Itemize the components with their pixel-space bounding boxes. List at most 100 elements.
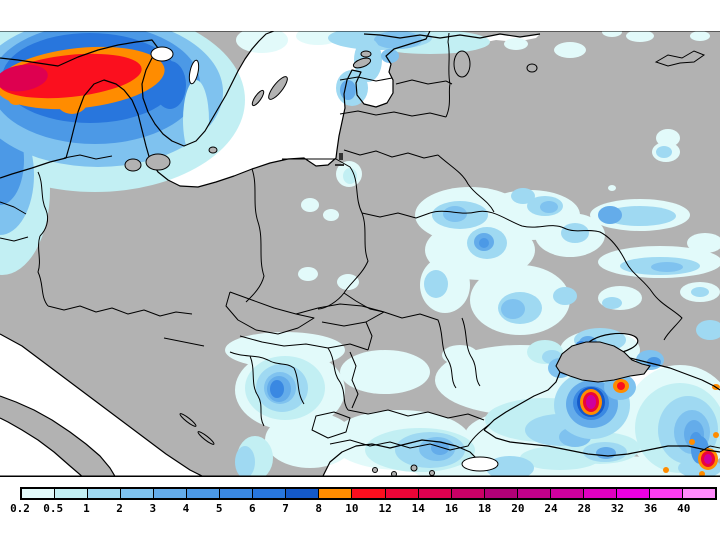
legend-cell-7 xyxy=(285,489,319,498)
lake-peipus xyxy=(453,50,471,78)
legend-label-28: 28 xyxy=(577,502,591,515)
legend-cell-36 xyxy=(648,489,682,498)
precip-region-54 xyxy=(656,146,672,158)
precip-region-132 xyxy=(663,467,669,473)
island-bornholm xyxy=(208,146,218,154)
legend-cell-5 xyxy=(219,489,253,498)
legend-cell-28 xyxy=(582,489,616,498)
lake-vanern xyxy=(150,46,174,62)
border-alps xyxy=(47,305,193,317)
coastline-italy xyxy=(0,395,117,477)
island-hiiumaa xyxy=(360,50,372,58)
legend-label-14: 14 xyxy=(411,502,425,515)
precip-region-47 xyxy=(561,223,589,243)
precip-region-10 xyxy=(296,31,340,45)
legend-cell-2 xyxy=(120,489,154,498)
legend-label-3: 3 xyxy=(149,502,157,515)
precipitation-field xyxy=(0,31,720,477)
border-baltics-horizontal xyxy=(339,76,447,159)
precip-region-49 xyxy=(424,270,448,298)
precip-region-37 xyxy=(687,233,720,253)
legend-label-12: 12 xyxy=(378,502,392,515)
precip-region-26 xyxy=(323,209,339,221)
legend-cell-0.5 xyxy=(54,489,88,498)
color-scale-legend: 0.2 0.5 1 2 3 4 5 6 7 8 10 12 14 16 18 20 24 28 32 36 40 xyxy=(10,487,717,518)
precip-region-87 xyxy=(235,446,255,477)
legend-label-36: 36 xyxy=(643,502,658,515)
legend-cell-12 xyxy=(384,489,418,498)
legend-label-8: 8 xyxy=(315,502,323,515)
island-dalmatia-2 xyxy=(197,431,215,445)
precip-region-51 xyxy=(604,206,676,226)
island-fyn xyxy=(124,158,142,172)
border-ukraine-russia xyxy=(429,210,683,341)
lake-rybinsk xyxy=(654,50,706,67)
island-aegean-3 xyxy=(410,464,418,472)
legend-cell-20 xyxy=(516,489,550,498)
border-macedonia xyxy=(311,411,351,439)
legend-cell-8 xyxy=(318,489,352,498)
precip-region-130 xyxy=(689,439,695,445)
border-netherlands-germany xyxy=(37,171,49,237)
precip-region-104 xyxy=(270,380,284,398)
border-ukraine-west xyxy=(343,292,481,389)
color-scale-labels: 0.2 0.5 1 2 3 4 5 6 7 8 10 12 14 16 18 20 24 28 32 36 40 xyxy=(10,502,717,518)
legend-cell-1 xyxy=(87,489,121,498)
precip-region-9 xyxy=(236,31,288,53)
precip-region-105 xyxy=(431,441,449,455)
precip-region-66 xyxy=(340,350,430,394)
coastline-aegean xyxy=(321,439,481,477)
precip-region-90 xyxy=(486,456,534,477)
legend-cell-3 xyxy=(153,489,187,498)
map-frame-top xyxy=(0,31,720,32)
precip-region-56 xyxy=(602,297,622,309)
precip-region-59 xyxy=(598,206,622,224)
precip-region-11 xyxy=(554,42,586,58)
border-turkey-georgia xyxy=(699,445,720,453)
legend-label-0.2: 0.2 xyxy=(10,502,30,515)
legend-cell-40 xyxy=(681,489,715,498)
legend-label-10: 10 xyxy=(345,502,359,515)
precip-region-17 xyxy=(340,80,356,100)
legend-label-0.5: 0.5 xyxy=(43,502,64,515)
border-serbia-bulgaria xyxy=(349,351,359,409)
legend-label-24: 24 xyxy=(544,502,558,515)
legend-cell-14 xyxy=(417,489,451,498)
legend-label-5: 5 xyxy=(215,502,223,515)
border-belarus-ukraine xyxy=(361,212,431,219)
border-greece-bulgaria-turkey xyxy=(329,423,491,451)
precip-region-122 xyxy=(586,395,596,409)
italy-peninsula xyxy=(0,396,116,477)
legend-cell-0.2 xyxy=(22,489,55,498)
precip-region-131 xyxy=(713,432,719,438)
legend-label-32: 32 xyxy=(610,502,625,515)
legend-label-1: 1 xyxy=(83,502,90,515)
lake-ilmen xyxy=(526,63,538,73)
city-marker xyxy=(335,153,344,166)
legend-cell-10 xyxy=(351,489,385,498)
precip-region-108 xyxy=(596,447,616,459)
precip-region-125 xyxy=(617,382,625,390)
border-benelux xyxy=(0,201,29,242)
border-france-germany xyxy=(37,235,49,307)
border-danube xyxy=(347,409,485,421)
island-aegean-1 xyxy=(372,467,378,473)
border-germany-poland xyxy=(245,168,265,303)
legend-label-20: 20 xyxy=(511,502,525,515)
precip-region-40 xyxy=(608,185,616,191)
precip-region-115 xyxy=(0,64,48,92)
precip-region-21 xyxy=(690,31,710,41)
border-czechia xyxy=(225,291,315,335)
legend-cell-16 xyxy=(450,489,484,498)
precip-region-27 xyxy=(298,267,318,281)
precip-region-25 xyxy=(301,198,319,212)
precip-region-20 xyxy=(626,31,654,42)
precip-region-113 xyxy=(9,95,23,105)
precip-region-19 xyxy=(504,38,528,50)
precip-region-18 xyxy=(381,49,399,63)
crimea-peninsula xyxy=(555,341,651,383)
border-germany-denmark xyxy=(63,154,113,160)
coastline-adriatic xyxy=(0,333,206,477)
